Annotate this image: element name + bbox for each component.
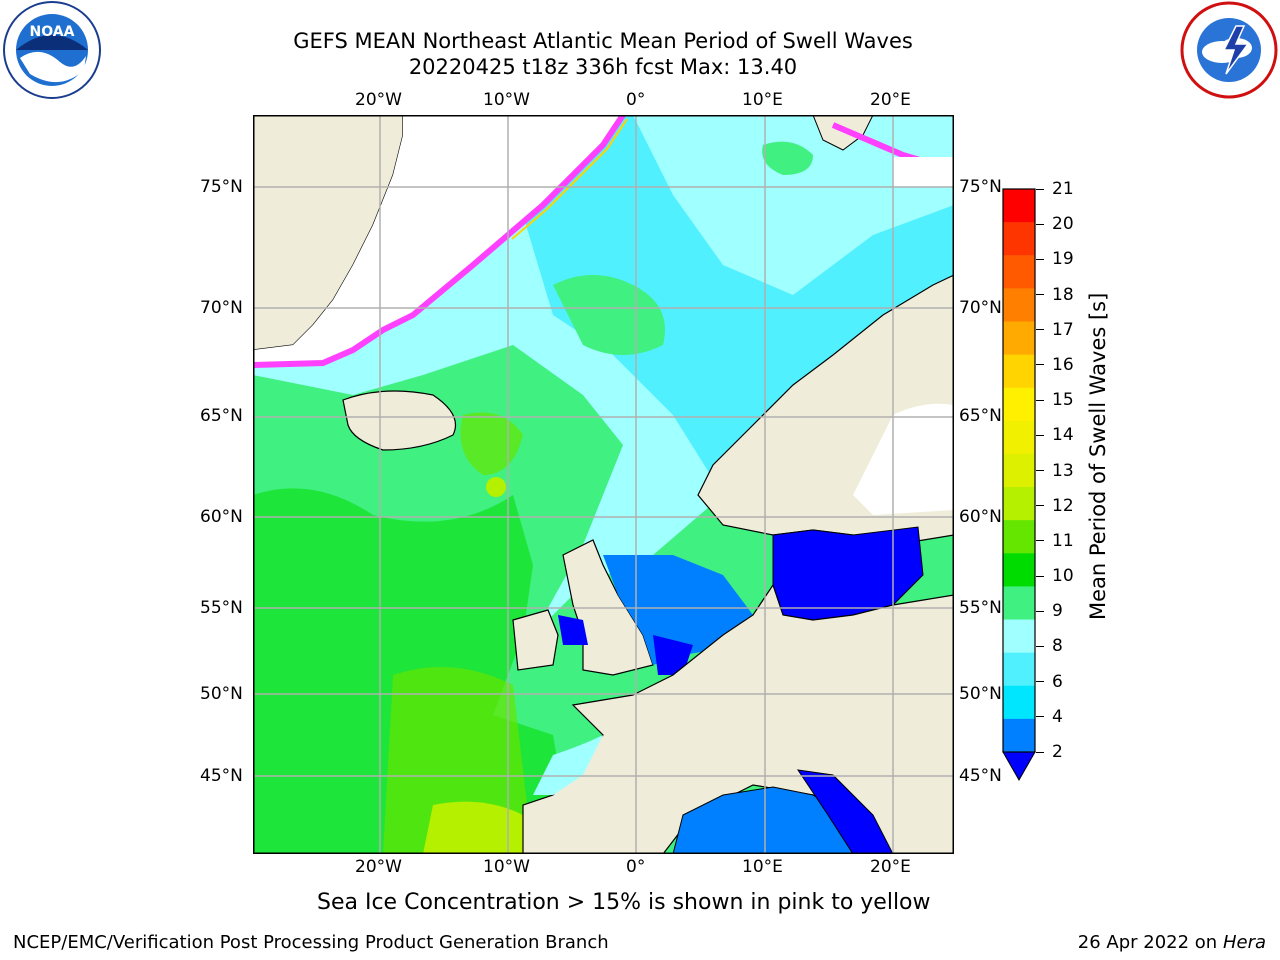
lat-label-right-55n: 55°N	[959, 598, 1002, 618]
colorbar-tick-mark	[1036, 681, 1044, 683]
colorbar-segment	[1003, 288, 1035, 322]
lon-label-bottom-0: 0°	[626, 857, 646, 877]
lat-label-right-60n: 60°N	[959, 507, 1002, 527]
colorbar-tick-mark	[1036, 258, 1044, 260]
lon-label-top-20e: 20°E	[870, 90, 911, 110]
lat-label-right-70n: 70°N	[959, 298, 1002, 318]
map-subtitle: 20220425 t18z 336h fcst Max: 13.40	[408, 55, 798, 79]
noaa-logo: NOAA	[0, 0, 104, 104]
colorbar-tick-mark	[1036, 434, 1044, 436]
colorbar-tick-label: 9	[1052, 601, 1063, 622]
lon-label-top-10e: 10°E	[742, 90, 783, 110]
colorbar-segment	[1003, 619, 1035, 654]
colorbar-tick-mark	[1036, 223, 1044, 225]
colorbar-tick-mark	[1036, 399, 1044, 401]
noaa-logo-text: NOAA	[30, 24, 75, 40]
lat-label-right-65n: 65°N	[959, 406, 1002, 426]
lat-label-left-55n: 55°N	[200, 598, 243, 618]
colorbar-tick-mark	[1036, 329, 1044, 331]
colorbar-label: Mean Period of Swell Waves [s]	[1086, 292, 1110, 620]
colorbar-tick-label: 16	[1052, 354, 1074, 375]
lat-label-right-50n: 50°N	[959, 684, 1002, 704]
lon-label-bottom-10e: 10°E	[742, 857, 783, 877]
colorbar-segment	[1003, 652, 1035, 687]
colorbar-segment	[1003, 387, 1035, 422]
colorbar-segment	[1003, 718, 1035, 753]
colorbar-segment	[1003, 586, 1035, 621]
colorbar-tick-label: 2	[1052, 742, 1063, 762]
colorbar-segment	[1003, 553, 1035, 587]
lon-label-bottom-20w: 20°W	[355, 857, 402, 877]
colorbar-tick-mark	[1036, 470, 1044, 471]
map-title: GEFS MEAN Northeast Atlantic Mean Period…	[293, 29, 913, 53]
colorbar-segment	[1003, 453, 1035, 488]
colorbar-tick-label: 18	[1052, 284, 1074, 305]
colorbar-tick-mark	[1036, 294, 1044, 296]
colorbar-segment	[1003, 189, 1035, 223]
colorbar-segment	[1003, 255, 1035, 289]
colorbar-tick-mark	[1036, 505, 1044, 507]
colorbar-tick-mark	[1036, 751, 1044, 753]
footer-date: 26 Apr 2022 on Hera	[1078, 932, 1266, 953]
colorbar-tick-mark	[1036, 188, 1044, 190]
lon-label-top-10w: 10°W	[483, 90, 530, 110]
colorbar-tick-mark	[1036, 575, 1044, 577]
colorbar-tick-label: 13	[1052, 460, 1074, 481]
map-panel	[252, 113, 955, 855]
lat-label-left-50n: 50°N	[200, 684, 243, 704]
colorbar-segment	[1003, 354, 1035, 389]
lon-label-bottom-20e: 20°E	[870, 857, 911, 877]
lat-label-right-45n: 45°N	[959, 766, 1002, 786]
colorbar-tick-label: 10	[1052, 566, 1074, 587]
colorbar-segment	[1003, 321, 1035, 356]
colorbar-tick-label: 15	[1052, 390, 1074, 411]
colorbar-tick-mark	[1036, 610, 1044, 612]
lat-label-left-45n: 45°N	[200, 766, 243, 786]
colorbar-tick-label: 8	[1052, 636, 1063, 657]
colorbar-segment	[1003, 420, 1035, 455]
lat-label-right-75n: 75°N	[959, 177, 1002, 197]
nws-logo	[1178, 0, 1280, 102]
footer-org: NCEP/EMC/Verification Post Processing Pr…	[13, 932, 609, 953]
footer-host: Hera	[1222, 932, 1266, 953]
lon-label-bottom-10w: 10°W	[483, 857, 530, 877]
swell-period-map	[252, 113, 955, 855]
colorbar-segment	[1003, 487, 1035, 521]
colorbar-tick-mark	[1036, 540, 1044, 542]
colorbar-tick-mark	[1036, 645, 1044, 647]
sea-ice-caption: Sea Ice Concentration > 15% is shown in …	[317, 890, 931, 915]
footer-date-text: 26 Apr 2022 on	[1077, 932, 1223, 953]
lat-label-left-60n: 60°N	[200, 507, 243, 527]
colorbar-tick-mark	[1036, 716, 1044, 718]
colorbar-tick-label: 14	[1052, 425, 1074, 446]
colorbar-segment	[1003, 685, 1035, 720]
colorbar-tick-label: 6	[1052, 671, 1063, 692]
colorbar-tick-label: 21	[1052, 179, 1074, 199]
colorbar	[1002, 188, 1036, 783]
colorbar-tick-label: 19	[1052, 249, 1074, 270]
colorbar-segment	[1003, 520, 1035, 554]
lat-label-left-75n: 75°N	[200, 177, 243, 197]
lon-label-top-20w: 20°W	[355, 90, 402, 110]
colorbar-tick-label: 12	[1052, 495, 1074, 516]
colorbar-tick-label: 11	[1052, 530, 1074, 551]
lat-label-left-65n: 65°N	[200, 406, 243, 426]
lon-label-top-0: 0°	[626, 90, 646, 110]
colorbar-tick-label: 4	[1052, 706, 1063, 727]
colorbar-tick-label: 17	[1052, 319, 1074, 340]
colorbar-tick-mark	[1036, 364, 1044, 366]
lat-label-left-70n: 70°N	[200, 298, 243, 318]
colorbar-tick-label: 20	[1052, 214, 1074, 235]
colorbar-under-arrow	[1002, 751, 1036, 782]
colorbar-segment	[1003, 222, 1035, 256]
